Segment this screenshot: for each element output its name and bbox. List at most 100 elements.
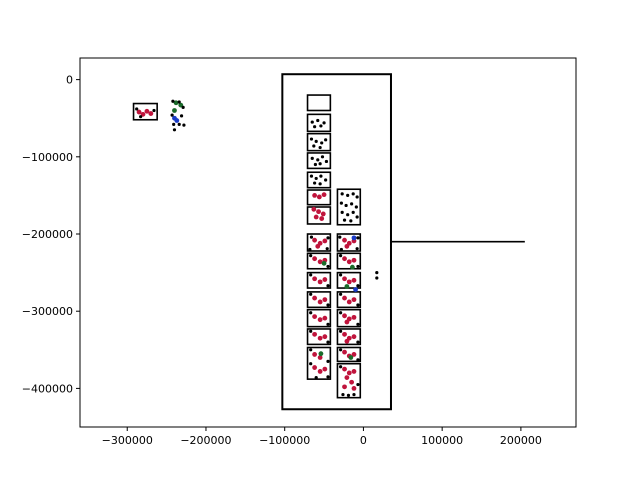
scatter-point-crimson	[312, 365, 318, 370]
scatter-point-green	[318, 351, 324, 357]
scatter-point-crimson	[351, 297, 357, 303]
scatter-point-crimson	[346, 279, 352, 285]
scatter-point-black	[320, 155, 325, 159]
scatter-point-crimson	[346, 259, 352, 265]
scatter-point-black	[181, 105, 185, 110]
region-box	[132, 102, 158, 121]
scatter-point-black	[338, 311, 343, 315]
scatter-point-black	[172, 122, 176, 126]
scatter-point-black	[172, 128, 177, 132]
region-box	[336, 291, 362, 309]
scatter-point-black	[310, 156, 314, 160]
scatter-point-crimson	[322, 334, 328, 340]
scatter-point-black	[316, 118, 320, 123]
scatter-point-green	[172, 108, 177, 113]
scatter-point-black	[352, 392, 356, 397]
scatter-point-black	[349, 219, 353, 223]
scatter-point-crimson	[320, 211, 326, 217]
scatter-point-crimson	[344, 243, 350, 249]
axes-frame	[79, 57, 577, 428]
scatter-point-crimson	[312, 295, 318, 301]
scatter-point-black	[318, 182, 322, 186]
scatter-point-crimson	[315, 243, 321, 249]
scatter-point-black	[339, 247, 343, 252]
scatter-point-black	[316, 158, 320, 162]
region-box	[336, 233, 362, 252]
scatter-point-black	[313, 125, 317, 129]
scatter-point-black	[339, 201, 343, 205]
scatter-point-black	[338, 254, 343, 258]
scatter-point-black	[375, 271, 379, 275]
scatter-point-crimson	[316, 209, 321, 215]
scatter-point-black	[346, 393, 351, 397]
scatter-point-black	[309, 254, 313, 258]
scatter-point-black	[375, 276, 379, 280]
scatter-point-crimson	[349, 379, 355, 385]
x-axis: −300000 −200000 −100000 0 100000 200000	[102, 427, 542, 447]
scatter-point-crimson	[148, 111, 154, 116]
scatter-point-black	[344, 203, 348, 208]
scatter-point-black	[319, 174, 323, 178]
scatter-point-black	[326, 303, 330, 307]
scatter-point-black	[182, 123, 186, 127]
region-box	[306, 308, 332, 328]
scatter-point-black	[314, 375, 318, 380]
y-axis: 0 −100000 −200000 −300000 −400000	[22, 74, 80, 395]
region-box	[336, 308, 362, 328]
scatter-point-black	[338, 292, 343, 296]
scatter-point-blue	[351, 235, 357, 241]
scatter-point-crimson	[312, 352, 318, 357]
scatter-point-crimson	[317, 317, 323, 323]
scatter-point-black	[170, 113, 174, 117]
scatter-point-black	[338, 273, 343, 277]
scatter-point-black	[309, 348, 313, 352]
scatter-point-crimson	[317, 279, 323, 285]
scatter-point-black	[309, 329, 313, 333]
scatter-point-crimson	[342, 313, 347, 319]
x-tick-label: 100000	[421, 434, 463, 447]
region-box	[306, 189, 332, 206]
scatter-point-black	[346, 213, 350, 217]
scatter-point-crimson	[351, 369, 357, 374]
region-box	[306, 346, 332, 380]
scatter-point-crimson	[317, 259, 323, 265]
x-tick-label: −200000	[180, 434, 231, 447]
y-tick-label: 0	[66, 74, 73, 87]
scatter-point-black	[350, 202, 354, 206]
region-box	[306, 252, 332, 270]
scatter-point-crimson	[313, 214, 319, 220]
scatter-point-black	[326, 236, 330, 240]
scatter-point-black	[177, 100, 181, 104]
scatter-point-green	[321, 260, 327, 266]
scatter-point-crimson	[319, 216, 325, 221]
scatter-point-crimson	[342, 256, 347, 262]
scatter-point-crimson	[317, 299, 323, 305]
scatter-point-crimson	[136, 109, 142, 115]
scatter-point-crimson	[316, 194, 322, 200]
scatter-point-green	[348, 355, 354, 360]
scatter-point-black	[324, 178, 328, 182]
scatter-point-black	[309, 174, 314, 178]
scatter-point-black	[309, 273, 313, 277]
scatter-point-black	[324, 138, 328, 142]
scatter-point-crimson	[342, 349, 347, 355]
scatter-point-crimson	[322, 315, 328, 321]
scatter-point-black	[351, 192, 355, 196]
scatter-point-black	[326, 340, 330, 344]
scatter-point-green	[344, 284, 350, 289]
x-tick-label: 200000	[500, 434, 542, 447]
region-box	[306, 152, 332, 170]
scatter-point-crimson	[312, 256, 318, 262]
region-box	[306, 233, 332, 252]
scatter-point-blue	[174, 118, 180, 123]
scatter-point-crimson	[346, 299, 352, 305]
scatter-point-black	[351, 210, 355, 214]
x-tick-label: −100000	[259, 434, 310, 447]
scatter-point-crimson	[351, 277, 357, 283]
scatter-point-black	[326, 359, 330, 363]
region-box	[306, 94, 332, 112]
scatter-point-black	[310, 120, 314, 124]
scatter-point-black	[356, 236, 360, 240]
y-tick-label: −300000	[22, 305, 73, 318]
scatter-point-crimson	[351, 314, 357, 320]
